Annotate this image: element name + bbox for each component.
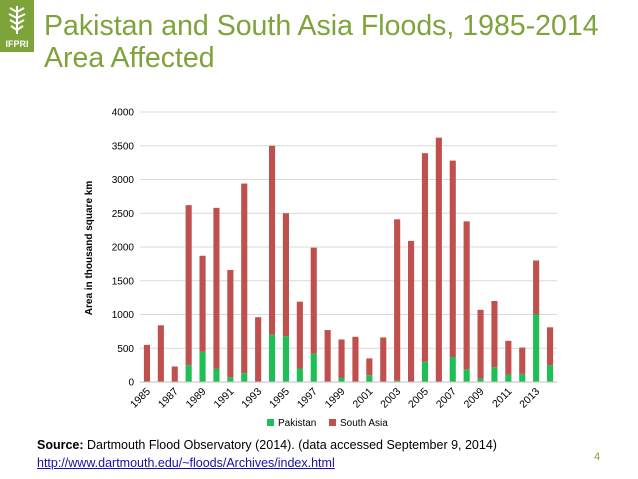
bar-pakistan-2014 — [546, 365, 554, 382]
x-tick-label: 2013 — [517, 386, 542, 411]
bar-south-asia-1997 — [310, 247, 317, 354]
bar-pakistan-1994 — [268, 334, 276, 382]
bar-south-asia-2008 — [463, 221, 470, 370]
y-tick-label: 1000 — [112, 310, 135, 321]
bar-pakistan-2005 — [421, 361, 429, 382]
x-tick-label: 1989 — [184, 386, 209, 411]
chart-bars — [143, 137, 554, 382]
bar-south-asia-1999 — [338, 339, 345, 378]
y-tick-label: 2000 — [112, 243, 135, 254]
source-note: Source: Dartmouth Flood Observatory (201… — [37, 436, 497, 472]
title-line-1: Pakistan and South Asia Floods, 1985-201… — [44, 10, 599, 42]
bar-south-asia-2006 — [435, 137, 442, 382]
bar-south-asia-1988 — [185, 205, 192, 366]
bar-pakistan-2001 — [366, 375, 373, 382]
bar-pakistan-1990 — [213, 368, 220, 382]
bar-pakistan-2009 — [477, 378, 484, 382]
bar-south-asia-1994 — [268, 145, 276, 335]
legend-label: South Asia — [340, 418, 388, 429]
logo-text: IFPRI — [5, 39, 28, 49]
bar-south-asia-2001 — [366, 358, 373, 376]
x-tick-label: 1987 — [156, 386, 181, 411]
bar-south-asia-2004 — [407, 240, 415, 382]
bar-pakistan-2011 — [505, 374, 512, 382]
bar-pakistan-2008 — [463, 369, 470, 382]
bar-south-asia-1986 — [157, 325, 164, 382]
y-tick-label: 4000 — [112, 108, 135, 119]
bar-south-asia-1998 — [324, 330, 331, 382]
bar-pakistan-2013 — [533, 314, 540, 382]
legend-swatch-1 — [329, 419, 336, 426]
y-tick-label: 2500 — [112, 209, 135, 220]
bar-south-asia-1989 — [199, 255, 206, 352]
bar-south-asia-1995 — [282, 213, 290, 337]
bar-south-asia-2012 — [519, 347, 526, 374]
title-line-2: Area Affected — [44, 42, 215, 74]
chart-legend: Pakistan South Asia — [267, 418, 388, 429]
x-tick-label: 1997 — [295, 386, 320, 411]
bar-south-asia-2013 — [533, 260, 540, 315]
x-tick-label: 2009 — [462, 386, 487, 411]
legend-swatch-0 — [267, 419, 274, 426]
bar-south-asia-2002 — [380, 337, 387, 382]
bar-south-asia-2007 — [449, 160, 456, 358]
y-tick-label: 1500 — [112, 276, 135, 287]
y-axis: 0 500 1000 1500 2000 2500 3000 3500 4000 — [112, 108, 135, 389]
bar-south-asia-2005 — [421, 153, 429, 362]
bar-south-asia-2011 — [505, 340, 512, 375]
bar-pakistan-2007 — [449, 357, 456, 382]
bar-south-asia-2003 — [394, 219, 401, 381]
bar-pakistan-1989 — [199, 351, 206, 382]
x-tick-label: 1985 — [128, 386, 153, 411]
bar-pakistan-2003 — [394, 380, 401, 382]
bar-pakistan-1997 — [310, 353, 317, 382]
legend-label: Pakistan — [278, 418, 316, 429]
bar-south-asia-1987 — [171, 366, 178, 382]
x-tick-label: 2003 — [378, 386, 403, 411]
x-tick-label: 2011 — [490, 386, 515, 411]
y-axis-label: Area in thousand square km — [84, 181, 95, 316]
y-tick-label: 3500 — [112, 141, 135, 152]
source-text: Dartmouth Flood Observatory (2014). (dat… — [83, 438, 497, 452]
source-label: Source: — [37, 438, 84, 452]
bar-south-asia-1985 — [143, 344, 151, 382]
x-tick-label: 2001 — [350, 386, 375, 411]
x-tick-label: 1995 — [267, 386, 292, 411]
x-tick-label: 1993 — [239, 386, 264, 411]
x-tick-label: 2005 — [406, 386, 431, 411]
bar-south-asia-1991 — [227, 269, 234, 378]
slide-title: Pakistan and South Asia Floods, 1985-201… — [44, 10, 634, 74]
y-tick-label: 0 — [128, 378, 134, 389]
source-link[interactable]: http://www.dartmouth.edu/~floods/Archive… — [37, 456, 335, 470]
ifpri-logo: IFPRI — [0, 0, 34, 52]
bar-pakistan-2010 — [491, 367, 498, 382]
bar-south-asia-1992 — [241, 183, 248, 374]
x-axis: 1985 1987 1989 1991 1993 1995 1997 1999 2001 2003… — [128, 381, 557, 411]
bar-pakistan-2012 — [519, 373, 526, 382]
bar-pakistan-1992 — [241, 373, 248, 382]
bar-south-asia-2000 — [352, 336, 359, 382]
bar-pakistan-1991 — [227, 377, 234, 382]
y-tick-label: 3000 — [112, 175, 135, 186]
bar-pakistan-1988 — [185, 365, 192, 382]
bar-south-asia-2009 — [477, 309, 484, 379]
bar-south-asia-2010 — [491, 301, 498, 368]
bar-pakistan-1995 — [282, 336, 290, 382]
x-tick-label: 1991 — [211, 386, 236, 411]
bar-pakistan-1996 — [296, 368, 303, 382]
x-tick-label: 1999 — [323, 386, 348, 411]
bar-south-asia-1996 — [296, 301, 303, 369]
bar-south-asia-1990 — [213, 207, 220, 369]
bar-south-asia-1993 — [255, 317, 262, 382]
y-tick-label: 500 — [117, 344, 134, 355]
x-tick-label: 2007 — [434, 386, 459, 411]
page-number: 4 — [594, 451, 601, 463]
bar-south-asia-2014 — [546, 327, 554, 366]
bar-pakistan-1999 — [338, 377, 345, 382]
